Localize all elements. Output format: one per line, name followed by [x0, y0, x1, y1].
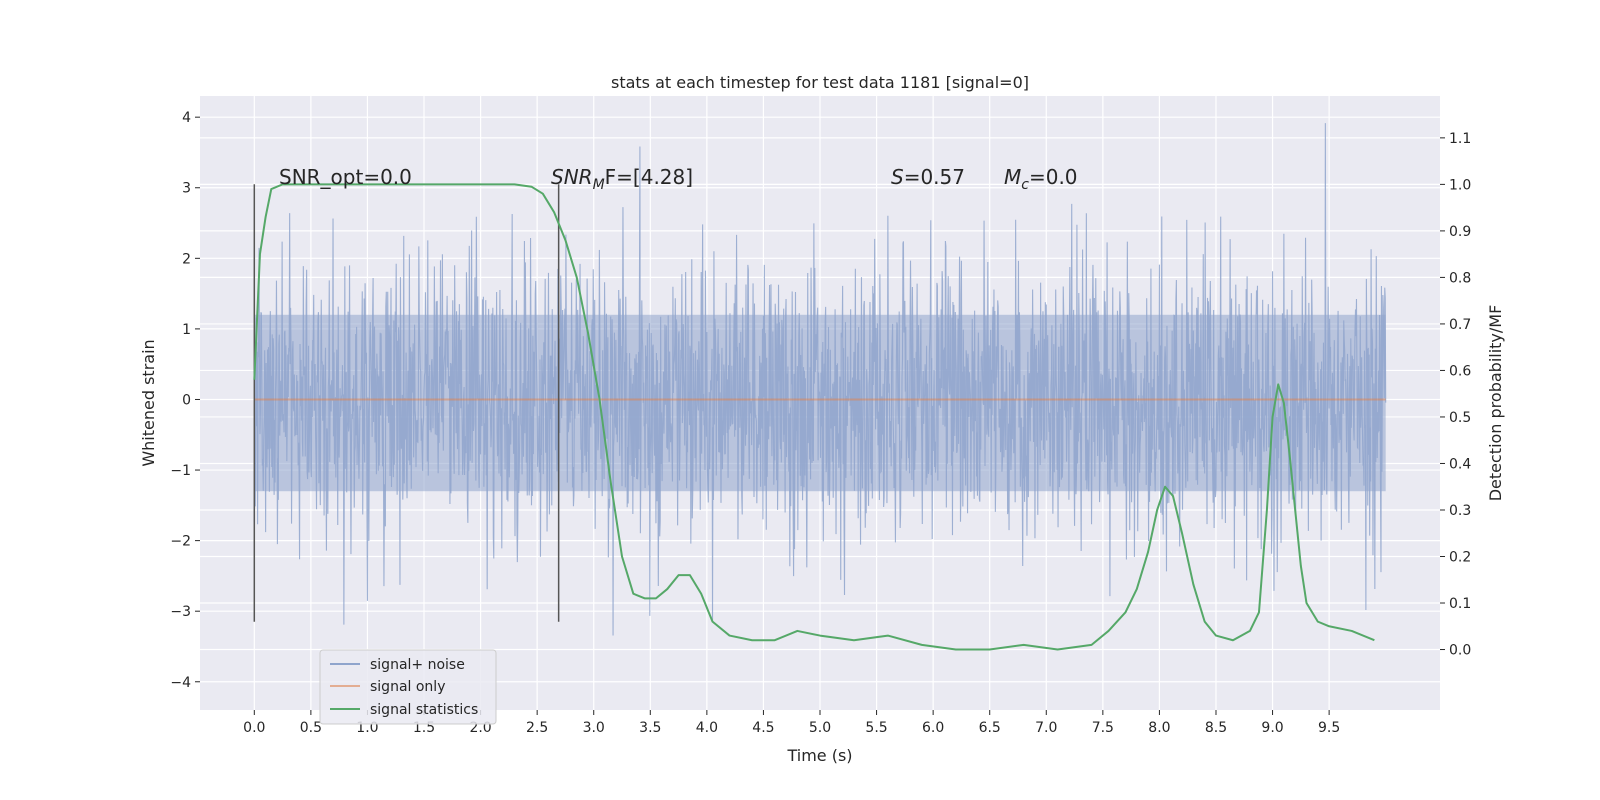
x-tick-label: 9.0	[1261, 720, 1283, 736]
x-tick-label: 3.0	[583, 720, 605, 736]
y-tick-label: 4	[182, 110, 191, 126]
y-tick-label: −2	[170, 534, 191, 550]
legend: signal+ noise signal only signal statist…	[319, 649, 497, 725]
y2-tick-label: 0.2	[1449, 550, 1471, 566]
y-tick-label: −3	[170, 604, 191, 620]
signal-statistics-series	[253, 183, 1375, 651]
x-tick-label: 9.5	[1318, 720, 1340, 736]
signal-noise-band	[254, 314, 1386, 492]
y-axis-ticks: −4 −3 −2 −1 0 1 2 3 4	[170, 110, 200, 691]
y2-tick-label: 0.6	[1449, 363, 1471, 379]
y2-tick-label: 0.7	[1449, 317, 1471, 333]
annotation-snr-mf-sub: M	[593, 177, 605, 193]
y2-axis-label: Detection probability/MF	[1486, 305, 1505, 502]
y-tick-label: 0	[182, 392, 191, 408]
y-tick-label: 3	[182, 181, 191, 197]
x-axis-label: Time (s)	[786, 746, 852, 765]
annotation-s-main: S	[891, 165, 904, 189]
x-tick-label: 4.0	[696, 720, 718, 736]
annotation-s-rest: =0.57	[904, 165, 965, 189]
signal-noise-series	[253, 123, 1387, 636]
annotation-mc-main: M	[1004, 165, 1021, 189]
x-tick-label: 7.0	[1035, 720, 1057, 736]
annotation-snr-mf-main: SNR	[551, 165, 593, 189]
x-tick-label: 5.0	[809, 720, 831, 736]
x-tick-label: 8.0	[1148, 720, 1170, 736]
y-axis-label: Whitened strain	[139, 339, 158, 466]
x-tick-label: 0.0	[243, 720, 265, 736]
y-tick-label: −1	[170, 463, 191, 479]
annotation-snr-mf-rest: F=[4.28]	[605, 165, 693, 189]
legend-label-signal-noise: signal+ noise	[370, 657, 465, 673]
vertical-markers	[253, 184, 560, 622]
y2-axis-ticks: 0.0 0.1 0.2 0.3 0.4 0.5 0.6 0.7 0.8 0.9 1.0 1.1	[1440, 131, 1471, 659]
chart-title: stats at each timestep for test data 118…	[611, 73, 1029, 92]
signal-statistics-line	[253, 183, 1375, 651]
x-tick-label: 3.5	[639, 720, 661, 736]
y2-tick-label: 0.0	[1449, 643, 1471, 659]
y2-tick-label: 1.0	[1449, 177, 1471, 193]
y2-tick-label: 0.5	[1449, 410, 1471, 426]
x-tick-label: 6.0	[922, 720, 944, 736]
x-tick-label: 4.5	[752, 720, 774, 736]
annotation-snr-mf: SNRMF=[4.28]	[551, 165, 693, 193]
y2-tick-label: 0.3	[1449, 503, 1471, 519]
y-tick-label: −4	[170, 675, 191, 691]
annotation-mc: Mc=0.0	[1004, 165, 1078, 193]
legend-box	[319, 649, 497, 725]
x-tick-label: 5.5	[865, 720, 887, 736]
annotation-snr-opt: SNR_opt=0.0	[279, 165, 412, 189]
annotation-mc-rest: =0.0	[1029, 165, 1078, 189]
x-tick-label: 0.5	[300, 720, 322, 736]
x-tick-label: 2.5	[526, 720, 548, 736]
y2-tick-label: 0.1	[1449, 596, 1471, 612]
y2-tick-label: 0.9	[1449, 224, 1471, 240]
x-axis-ticks: 0.0 0.5 1.0 1.5 2.0 2.5 3.0 3.5 4.0 4.5 5.0 5.5 6.0 6…	[243, 710, 1340, 736]
annotation-mc-sub: c	[1021, 177, 1029, 193]
x-tick-label: 6.5	[979, 720, 1001, 736]
y-tick-label: 2	[182, 251, 191, 267]
x-tick-label: 7.5	[1092, 720, 1114, 736]
legend-label-signal-statistics: signal statistics	[370, 702, 478, 718]
annotation-s: S=0.57	[891, 165, 965, 189]
y2-tick-label: 0.8	[1449, 270, 1471, 286]
x-tick-label: 8.5	[1205, 720, 1227, 736]
y2-tick-label: 0.4	[1449, 456, 1471, 472]
y-tick-label: 1	[182, 322, 191, 338]
y2-tick-label: 1.1	[1449, 131, 1471, 147]
legend-label-signal-only: signal only	[370, 679, 445, 695]
